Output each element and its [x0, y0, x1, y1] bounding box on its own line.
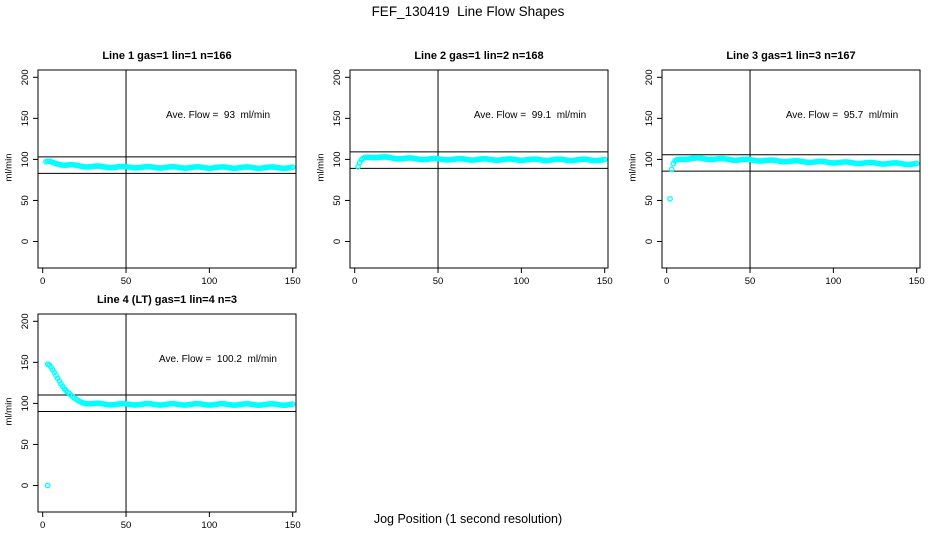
panel-2-plot-area: 0 50 100 150 0 50 100 150 200	[332, 69, 613, 287]
panel-4-title: Line 4 (LT) gas=1 lin=4 n=3	[96, 294, 238, 306]
y-tick-label: 0	[332, 239, 343, 244]
panel-2-title: Line 2 gas=1 lin=2 n=168	[414, 50, 544, 62]
y-tick-label: 50	[20, 195, 31, 206]
panel-line-4: Line 4 (LT) gas=1 lin=4 n=3 ml/min Ave. …	[0, 268, 312, 531]
x-tick-label: 50	[433, 276, 444, 287]
plot-box	[661, 69, 921, 269]
x-tick-label: 100	[513, 276, 529, 287]
y-tick-label: 200	[332, 69, 343, 85]
chart-x-axis-label: Jog Position (1 second resolution)	[373, 512, 563, 526]
x-tick-label: 0	[352, 276, 357, 287]
x-tick-label: 150	[597, 276, 613, 287]
x-tick-label: 150	[909, 276, 925, 287]
data-point	[289, 164, 296, 171]
panel-3-plot-area: 0 50 100 150 0 50 100 150 200	[644, 69, 925, 287]
panel-1-title: Line 1 gas=1 lin=1 n=166	[102, 50, 232, 62]
panel-line-3: Line 3 gas=1 lin=3 n=167 ml/min Ave. Flo…	[624, 24, 936, 287]
y-tick-label: 0	[20, 483, 31, 488]
x-tick-label: 100	[201, 520, 217, 531]
outlier-point	[355, 163, 361, 170]
panel-2-ave-flow-annotation: Ave. Flow = 99.1 ml/min	[473, 110, 587, 121]
y-tick-label: 100	[20, 395, 31, 411]
panel-3-ave-flow-annotation: Ave. Flow = 95.7 ml/min	[785, 110, 899, 121]
y-tick-label: 100	[644, 151, 655, 167]
data-point	[289, 401, 296, 407]
panel-4-ave-flow-annotation: Ave. Flow = 100.2 ml/min	[159, 354, 277, 365]
x-tick-label: 150	[285, 276, 301, 287]
outlier-point	[44, 482, 51, 489]
panel-4-plot-area: 0 50 100 150 0 50 100 150 200	[20, 313, 301, 531]
x-tick-label: 150	[285, 520, 301, 531]
x-tick-label: 50	[121, 520, 132, 531]
y-tick-label: 100	[332, 151, 343, 167]
y-tick-label: 0	[20, 239, 31, 244]
outlier-point	[667, 195, 673, 202]
y-tick-label: 200	[644, 69, 655, 85]
x-tick-label: 0	[40, 276, 45, 287]
data-point	[601, 156, 608, 163]
plot-box	[37, 313, 297, 513]
x-tick-label: 0	[664, 276, 669, 287]
panel-line-1: Line 1 gas=1 lin=1 n=166 ml/min Ave. Flo…	[0, 24, 312, 287]
plot-box	[37, 69, 297, 269]
x-tick-label: 50	[121, 276, 132, 287]
panel-3-title: Line 3 gas=1 lin=3 n=167	[726, 50, 856, 62]
y-tick-label: 150	[20, 110, 31, 126]
x-tick-label: 100	[825, 276, 841, 287]
plot-box	[349, 69, 609, 269]
x-tick-label: 100	[201, 276, 217, 287]
data-point	[913, 160, 920, 167]
y-tick-label: 200	[20, 69, 31, 85]
y-tick-label: 50	[20, 439, 31, 450]
y-tick-label: 200	[20, 313, 31, 329]
panel-1-ave-flow-annotation: Ave. Flow = 93 ml/min	[165, 110, 271, 121]
y-tick-label: 150	[332, 110, 343, 126]
y-tick-label: 150	[644, 110, 655, 126]
y-tick-label: 150	[20, 354, 31, 370]
x-tick-label: 0	[40, 520, 45, 531]
panel-line-2: Line 2 gas=1 lin=2 n=168 ml/min Ave. Flo…	[312, 24, 624, 287]
data-point	[668, 166, 675, 173]
x-tick-label: 50	[745, 276, 756, 287]
y-tick-label: 50	[332, 195, 343, 206]
chart-main-title: FEF_130419 Line Flow Shapes	[371, 4, 565, 19]
y-tick-label: 100	[20, 151, 31, 167]
y-tick-label: 50	[644, 195, 655, 206]
y-tick-label: 0	[644, 239, 655, 244]
panel-1-plot-area: 0 50 100 150 0 50 100 150 200	[20, 69, 301, 287]
